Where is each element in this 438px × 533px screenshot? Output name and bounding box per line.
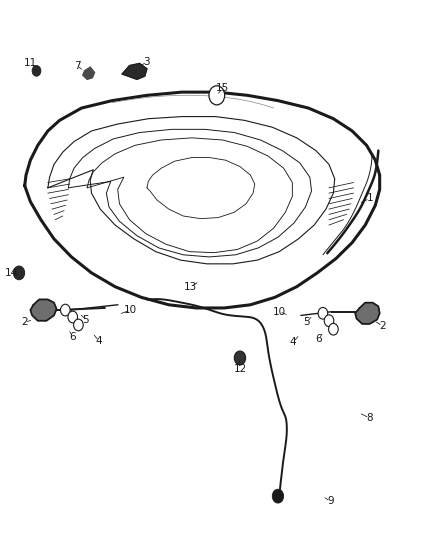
Text: 14: 14: [5, 268, 18, 278]
Text: 4: 4: [95, 336, 102, 346]
Text: 1: 1: [366, 193, 373, 204]
Text: 2: 2: [21, 317, 28, 327]
Text: 5: 5: [303, 317, 310, 327]
Text: 10: 10: [273, 306, 286, 317]
Text: 2: 2: [379, 321, 386, 331]
Text: 11: 11: [24, 59, 37, 68]
Circle shape: [209, 86, 225, 105]
Circle shape: [60, 304, 70, 316]
Text: 6: 6: [315, 334, 322, 344]
Polygon shape: [83, 67, 95, 79]
Circle shape: [272, 489, 284, 503]
Circle shape: [74, 319, 83, 331]
Text: 13: 13: [184, 282, 197, 292]
Text: 9: 9: [327, 496, 334, 506]
Text: 7: 7: [74, 61, 81, 70]
Text: 12: 12: [233, 364, 247, 374]
Circle shape: [318, 308, 328, 319]
Polygon shape: [122, 63, 147, 79]
Polygon shape: [355, 303, 380, 324]
Circle shape: [68, 311, 78, 323]
Polygon shape: [30, 300, 57, 321]
Text: 10: 10: [124, 305, 138, 315]
Circle shape: [13, 266, 25, 280]
Text: 6: 6: [69, 332, 76, 342]
Text: 15: 15: [216, 83, 229, 93]
Circle shape: [32, 66, 41, 76]
Circle shape: [328, 324, 338, 335]
Circle shape: [234, 351, 246, 365]
Circle shape: [324, 315, 334, 327]
Text: 8: 8: [366, 413, 373, 423]
Text: 4: 4: [290, 337, 297, 347]
Text: 5: 5: [82, 314, 89, 325]
Text: 3: 3: [144, 57, 150, 67]
